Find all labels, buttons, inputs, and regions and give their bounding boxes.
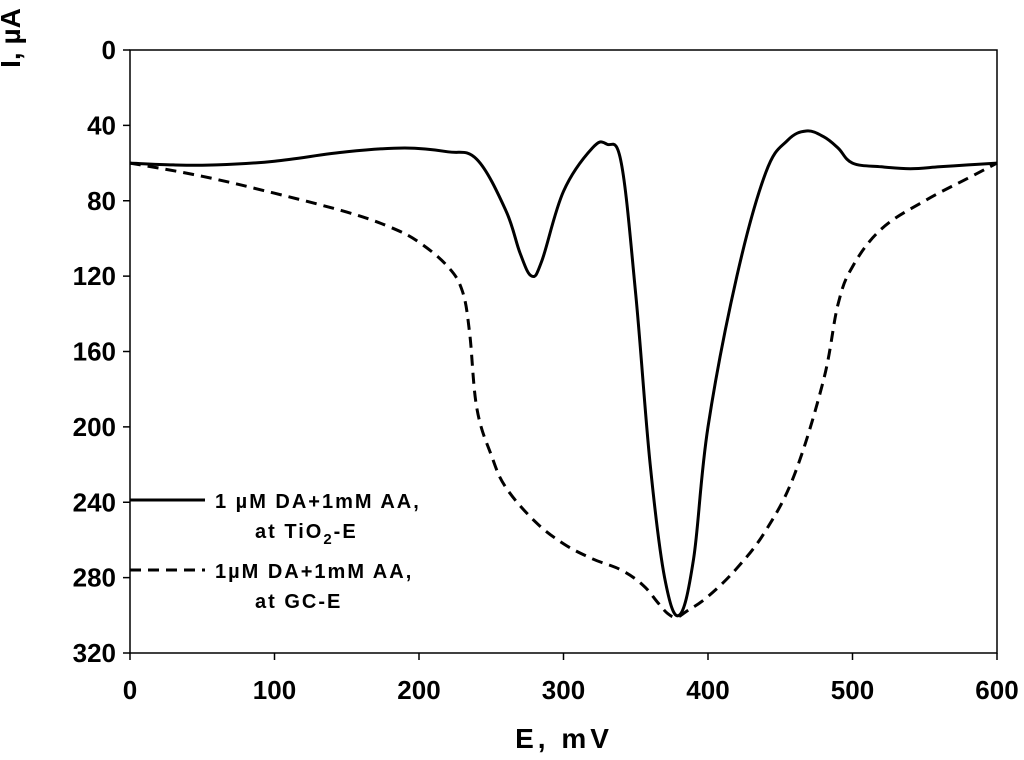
legend-label-tio2: 1 µM DA+1mM AA, at TiO2-E [215,491,421,548]
legend: 1 µM DA+1mM AA, at TiO2-E 1µM DA+1mM AA, a… [130,491,421,613]
y-tick-label: 80 [87,186,116,216]
y-tick-label: 0 [102,35,116,65]
y-tick-label: 320 [73,638,116,668]
series-line-tio2 [129,129,998,618]
y-tick-label: 280 [73,563,116,593]
x-axis-title: E, mV [515,723,613,754]
legend-label-gce: 1µM DA+1mM AA, at GC-E [215,561,413,613]
series-layer [129,129,998,619]
x-tick-label: 600 [975,675,1018,705]
y-tick-label: 160 [73,337,116,367]
x-tick-label: 100 [253,675,296,705]
x-tick-label: 0 [123,675,137,705]
y-tick-label: 120 [73,261,116,291]
y-tick-label: 40 [87,110,116,140]
y-tick-label: 240 [73,487,116,517]
x-tick-label: 500 [831,675,874,705]
x-tick-label: 200 [397,675,440,705]
x-tick-label: 300 [542,675,585,705]
x-tick-label: 400 [686,675,729,705]
y-axis-title: I, µA [0,8,26,68]
series-line-gce [129,161,998,619]
y-tick-label: 200 [73,412,116,442]
